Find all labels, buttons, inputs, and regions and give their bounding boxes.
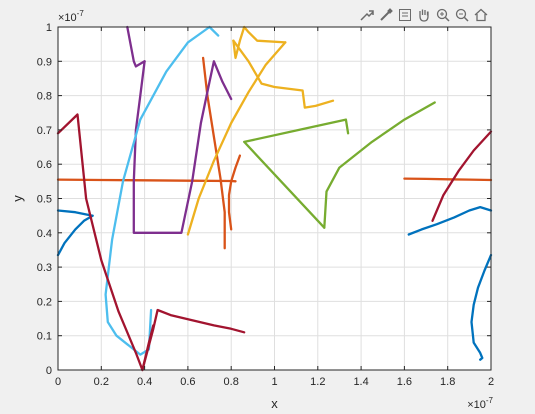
zoom-in-icon[interactable]: [433, 6, 452, 25]
series-line: [243, 118, 350, 229]
series-group: [56, 25, 493, 372]
series-line: [232, 39, 335, 109]
series-line: [126, 25, 146, 68]
x-exponent-label: ×10-7: [467, 396, 493, 411]
x-tick-label: 1.8: [440, 376, 455, 388]
x-exponent-base: ×10: [467, 399, 486, 411]
y-axis-label: y: [10, 195, 25, 202]
x-tick-label: 0.4: [137, 376, 152, 388]
y-tick-label: 0.8: [37, 91, 52, 103]
x-tick-label: 1.2: [310, 376, 325, 388]
x-tick-label: 2: [488, 376, 494, 388]
series-line: [104, 25, 220, 356]
y-tick-label: 0.5: [37, 194, 52, 206]
brush-icon[interactable]: [376, 6, 395, 25]
x-tick-label: 0.2: [94, 376, 109, 388]
home-icon[interactable]: [471, 6, 490, 25]
pan-hand-icon[interactable]: [414, 6, 433, 25]
y-exponent-base: ×10: [58, 12, 77, 24]
x-axis-label: x: [271, 396, 278, 411]
y-tick-label: 0.9: [37, 56, 52, 68]
series-line: [132, 60, 233, 234]
datatip-icon[interactable]: [395, 6, 414, 25]
series-line: [227, 154, 242, 231]
x-tick-label: 1.4: [353, 376, 368, 388]
series-line: [431, 130, 493, 222]
series-line: [56, 209, 94, 217]
series-line: [407, 205, 493, 236]
y-tick-label: 1: [46, 22, 52, 34]
y-tick-label: 0.1: [37, 331, 52, 343]
y-tick-label: 0.7: [37, 125, 52, 137]
y-exponent-label: ×10-7: [58, 9, 84, 24]
tick-labels: 0 0.2 0.4 0.6 0.8 1 1.2 1.4 1.6 1.8 2 0 0.1 0.2 0.3 0.4…: [37, 22, 494, 388]
y-tick-label: 0.6: [37, 159, 52, 171]
series-line: [470, 253, 493, 361]
series-line: [186, 41, 287, 236]
y-tick-label: 0.3: [37, 262, 52, 274]
x-tick-label: 0: [55, 376, 61, 388]
y-tick-label: 0.4: [37, 228, 52, 240]
zoom-out-icon[interactable]: [452, 6, 471, 25]
series-line: [141, 308, 246, 372]
series-line: [403, 177, 493, 182]
x-tick-label: 0.6: [180, 376, 195, 388]
y-tick-label: 0: [46, 365, 52, 377]
export-icon[interactable]: [357, 6, 376, 25]
axes-toolbar: [350, 5, 490, 25]
x-exponent-power: -7: [486, 396, 494, 405]
series-line: [323, 101, 436, 229]
x-tick-label: 0.8: [224, 376, 239, 388]
y-tick-label: 0.2: [37, 296, 52, 308]
x-tick-label: 1.6: [397, 376, 412, 388]
y-exponent-power: -7: [77, 9, 85, 18]
x-tick-label: 1: [271, 376, 277, 388]
series-line: [56, 214, 94, 257]
